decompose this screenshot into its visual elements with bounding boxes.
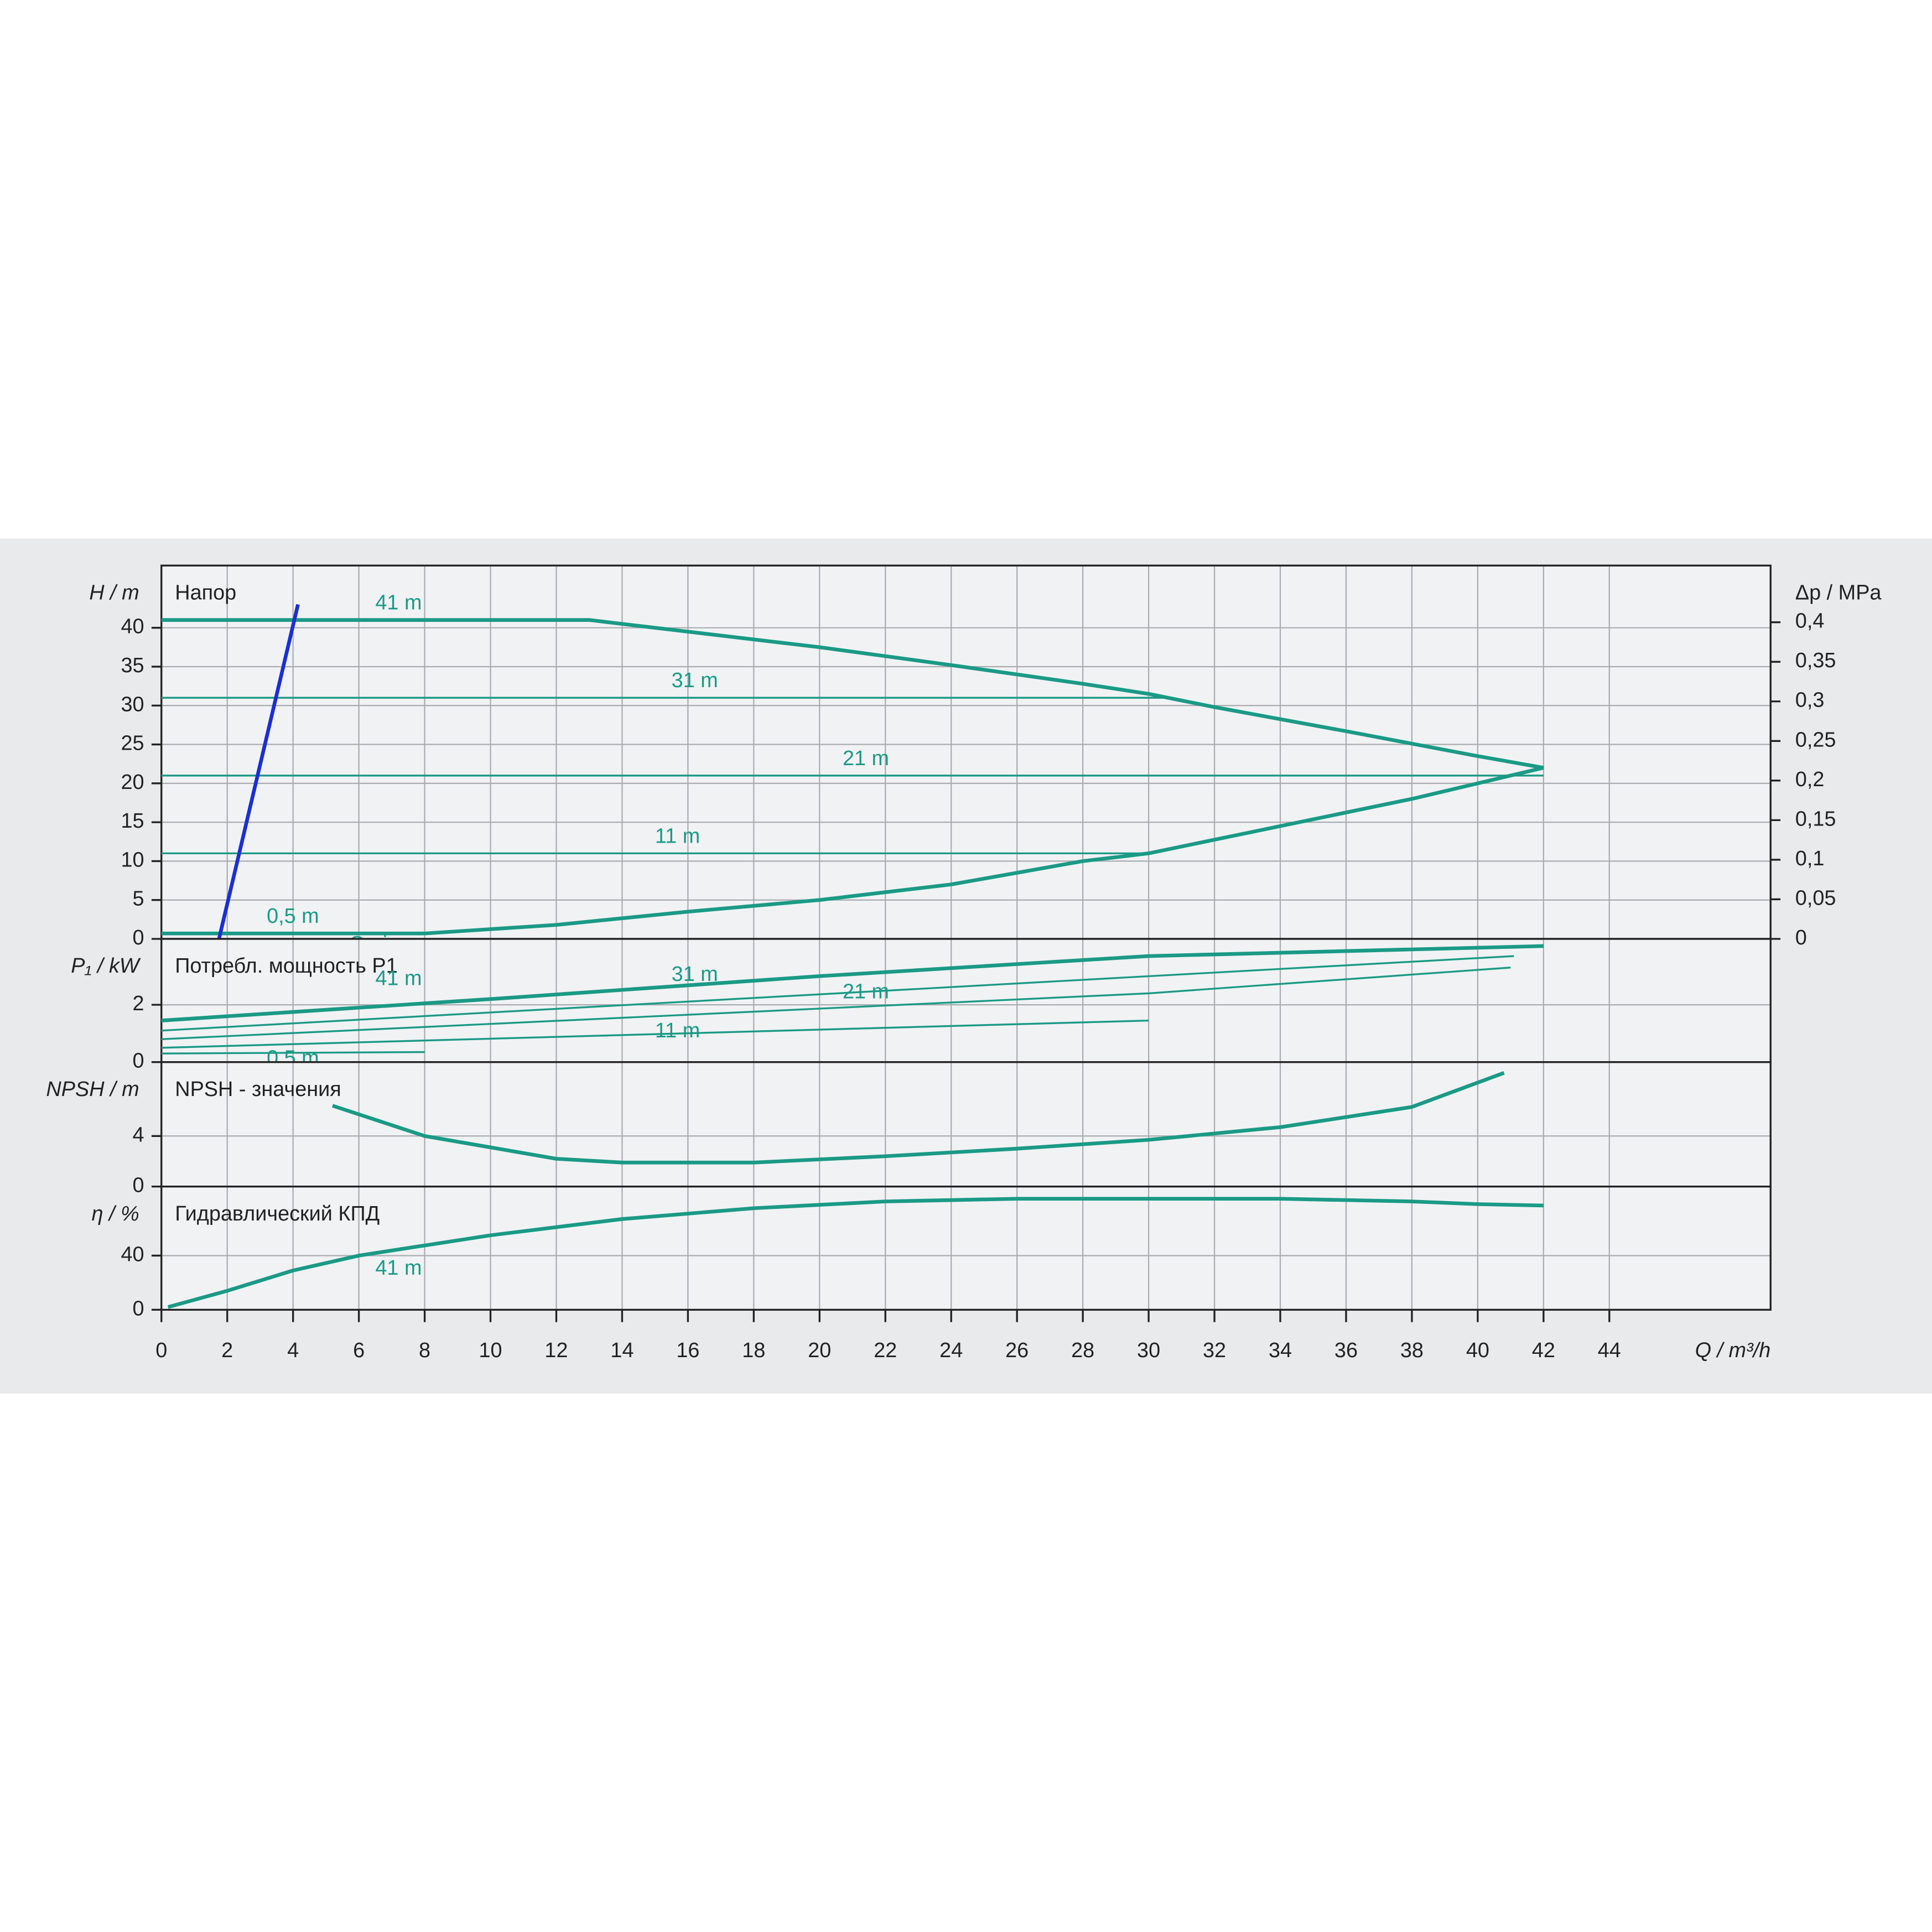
y-tick-label: 0 [133, 1297, 144, 1320]
x-tick-label: 6 [353, 1339, 365, 1362]
x-tick-label: 8 [419, 1339, 430, 1362]
x-tick-label: 32 [1203, 1339, 1226, 1362]
series-label: 41 m [375, 967, 422, 990]
curve [161, 1019, 1149, 1049]
x-tick-label: 26 [1005, 1339, 1029, 1362]
series-label: 41 m [375, 591, 422, 615]
x-tick-label: 44 [1598, 1339, 1621, 1362]
y-tick-label: 35 [121, 654, 144, 677]
y-tick-label: 5 [133, 887, 144, 911]
curve [331, 1071, 1505, 1165]
x-axis-label: Q / m³/h [1695, 1339, 1771, 1362]
y2-axis-label: Δp / MPa [1795, 581, 1882, 604]
y-axis-label: NPSH / m [46, 1078, 139, 1101]
curve [161, 1051, 425, 1055]
x-tick-label: 30 [1137, 1339, 1160, 1362]
x-tick-label: 42 [1532, 1339, 1555, 1362]
panel-title: Потребл. мощность P1 [175, 954, 397, 978]
x-tick-label: 24 [939, 1339, 963, 1362]
x-tick-label: 14 [610, 1339, 633, 1362]
y-tick-label: 0 [133, 1174, 144, 1197]
x-tick-label: 36 [1334, 1339, 1358, 1362]
x-tick-label: 16 [676, 1339, 699, 1362]
plot-frame [160, 1185, 1772, 1311]
y-tick-label: 15 [121, 809, 144, 833]
y2-tick-label: 0,15 [1795, 807, 1836, 830]
x-tick-label: 34 [1269, 1339, 1292, 1362]
x-tick-label: 2 [221, 1339, 233, 1362]
curve [161, 618, 1544, 770]
panel-title: Гидравлический КПД [175, 1202, 380, 1225]
x-tick-label: 28 [1071, 1339, 1094, 1362]
series-label: 11 m [655, 1019, 700, 1042]
x-tick-label: 38 [1400, 1339, 1424, 1362]
series-label: 31 m [672, 963, 718, 986]
curve [161, 944, 1544, 1022]
y2-tick-label: 0,25 [1795, 728, 1836, 751]
plot-area [161, 1062, 1771, 1187]
x-tick-label: 18 [742, 1339, 765, 1362]
curve [161, 967, 1511, 1040]
plot-area [161, 1186, 1771, 1310]
series-label: 31 m [672, 669, 718, 692]
y-tick-label: 10 [121, 848, 144, 871]
y-tick-label: 25 [121, 732, 144, 755]
curve [217, 604, 300, 939]
y-tick-label: 30 [121, 693, 144, 716]
x-tick-label: 40 [1466, 1339, 1489, 1362]
y-axis-label: H / m [89, 581, 139, 604]
series-label: 21 m [843, 980, 889, 1003]
y-tick-label: 0 [133, 1050, 144, 1073]
y2-tick-label: 0,4 [1795, 610, 1825, 633]
curve [161, 955, 1514, 1032]
x-tick-label: 20 [808, 1339, 831, 1362]
y-tick-label: 20 [121, 771, 144, 794]
x-tick-label: 12 [544, 1339, 568, 1362]
y2-tick-label: 0,1 [1795, 847, 1825, 870]
y2-tick-label: 0,05 [1795, 886, 1836, 910]
series-label: 41 m [375, 1256, 422, 1280]
y-tick-label: 40 [121, 1243, 144, 1266]
series-label: 0,5 m [267, 905, 319, 928]
y-tick-label: 0 [133, 926, 144, 949]
y-tick-label: 40 [121, 615, 144, 638]
y-axis-label: η / % [91, 1202, 139, 1225]
panel-title: Напор [175, 581, 236, 604]
y2-tick-label: 0,3 [1795, 689, 1825, 712]
y-axis-label: P₁ / kW [71, 954, 141, 978]
x-tick-label: 0 [155, 1339, 167, 1362]
series-label: 21 m [843, 747, 889, 770]
y2-tick-label: 0,35 [1795, 649, 1836, 672]
y-tick-label: 2 [133, 992, 144, 1015]
panel-title: NPSH - значения [175, 1078, 341, 1101]
curve [161, 766, 1544, 936]
x-tick-label: 4 [287, 1339, 299, 1362]
x-tick-label: 10 [479, 1339, 502, 1362]
series-label: 11 m [655, 824, 700, 848]
curve [167, 1197, 1544, 1309]
y2-tick-label: 0,2 [1795, 768, 1825, 791]
x-tick-label: 22 [874, 1339, 897, 1362]
plot-area [161, 939, 1771, 1062]
y-tick-label: 4 [133, 1123, 144, 1146]
y2-tick-label: 0 [1795, 926, 1807, 949]
